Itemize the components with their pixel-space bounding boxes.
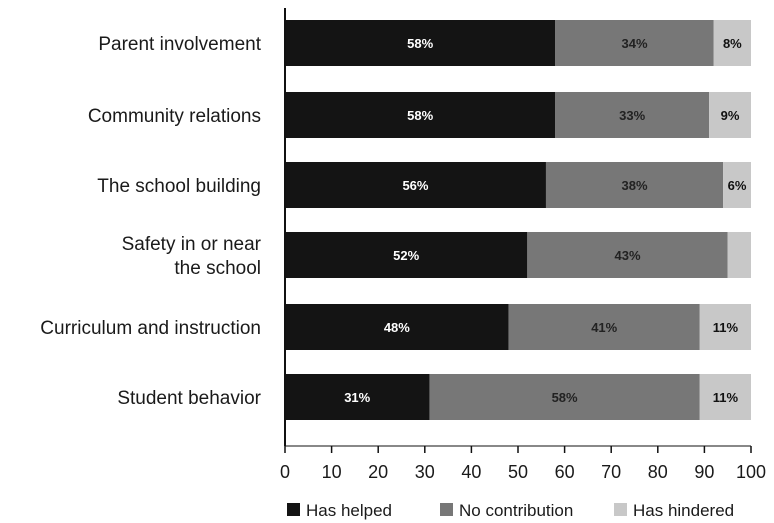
data-label: 58%: [552, 390, 578, 405]
category-label: the school: [174, 258, 261, 279]
data-label: 58%: [407, 108, 433, 123]
x-axis-ticks: 0 10 20 30 40 50 60 70 80 90 100: [280, 445, 766, 482]
data-label: 48%: [384, 320, 410, 335]
x-tick-label: 70: [601, 462, 621, 482]
data-label: 8%: [723, 36, 742, 51]
bar-segment: [285, 304, 509, 350]
bars-group: 58% 34% 8% 58% 33% 9% 56% 38% 6% 52% 43% 48% 41% 11% 3…: [285, 20, 751, 420]
legend-swatch: [614, 503, 627, 516]
legend-label: Has hindered: [633, 501, 734, 520]
bar-segment: [555, 20, 714, 66]
legend-label: No contribution: [459, 501, 573, 520]
data-label: 11%: [713, 320, 739, 335]
category-label: Community relations: [88, 106, 261, 127]
bar-segment: [508, 304, 700, 350]
bar-segment: [699, 374, 751, 420]
data-label: 41%: [591, 320, 617, 335]
bar-segment: [727, 232, 751, 278]
bar-segment: [285, 374, 430, 420]
x-tick-label: 100: [736, 462, 766, 482]
x-tick-label: 30: [415, 462, 435, 482]
category-label: Safety in or near: [122, 234, 262, 255]
bar-segment: [285, 162, 546, 208]
bar-segment: [709, 92, 751, 138]
data-label: 34%: [621, 36, 647, 51]
bar-segment: [285, 20, 556, 66]
legend-label: Has helped: [306, 501, 392, 520]
category-label: Parent involvement: [98, 34, 261, 55]
x-tick-label: 0: [280, 462, 290, 482]
data-label: 33%: [619, 108, 645, 123]
bar-segment: [713, 20, 751, 66]
category-label: Curriculum and instruction: [40, 318, 261, 339]
x-tick-label: 40: [461, 462, 481, 482]
x-tick-label: 80: [648, 462, 668, 482]
data-label: 11%: [713, 390, 739, 405]
legend: Has helped No contribution Has hindered: [287, 501, 734, 520]
data-label: 43%: [614, 248, 640, 263]
bar-segment: [555, 92, 710, 138]
bar-segment: [527, 232, 728, 278]
x-tick-label: 90: [694, 462, 714, 482]
data-label: 56%: [402, 178, 428, 193]
data-label: 9%: [721, 108, 740, 123]
bar-segment: [285, 92, 556, 138]
x-tick-label: 10: [322, 462, 342, 482]
bar-segment: [429, 374, 700, 420]
bar-segment: [285, 232, 528, 278]
data-label: 6%: [728, 178, 747, 193]
legend-swatch: [287, 503, 300, 516]
category-label: Student behavior: [117, 388, 261, 409]
x-tick-label: 20: [368, 462, 388, 482]
x-tick-label: 50: [508, 462, 528, 482]
legend-swatch: [440, 503, 453, 516]
data-label: 38%: [621, 178, 647, 193]
category-label: The school building: [97, 176, 261, 197]
data-label: 31%: [344, 390, 370, 405]
bar-segment: [699, 304, 751, 350]
bar-segment: [723, 162, 751, 208]
x-tick-label: 60: [555, 462, 575, 482]
data-label: 52%: [393, 248, 419, 263]
data-label: 58%: [407, 36, 433, 51]
bar-segment: [545, 162, 724, 208]
category-labels: Parent involvement Community relations The…: [40, 34, 261, 409]
